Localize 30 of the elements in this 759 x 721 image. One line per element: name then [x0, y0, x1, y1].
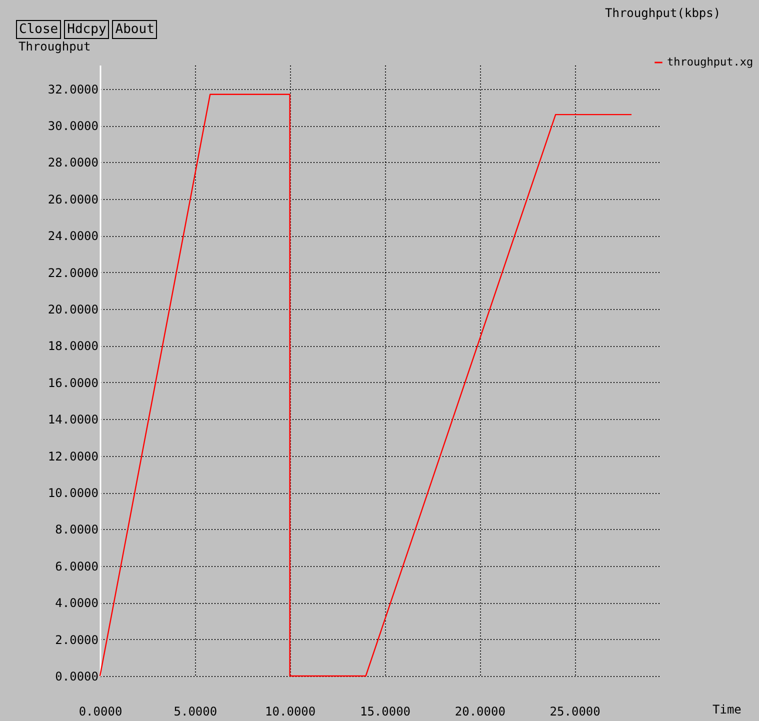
y-tick-label: 24.0000: [48, 229, 98, 244]
x-axis-title: Time: [712, 702, 742, 716]
x-tick-label: 15.0000: [360, 704, 411, 718]
legend-label: throughput.xg: [667, 56, 754, 68]
y-tick-label: 14.0000: [48, 412, 98, 427]
x-tick-label: 0.0000: [78, 704, 122, 718]
y-tick-label: 16.0000: [48, 376, 98, 390]
y-tick-label: 8.0000: [55, 522, 98, 537]
x-tick-label: 20.0000: [454, 704, 506, 718]
x-tick-label: 10.0000: [265, 704, 316, 718]
x-tick-label: 5.0000: [174, 704, 218, 718]
y-tick-label: 26.0000: [48, 192, 98, 206]
x-tick-label: 25.0000: [550, 704, 600, 718]
y-tick-label: 18.0000: [48, 339, 98, 354]
y-tick-label: 4.0000: [55, 596, 98, 610]
y-tick-label: 10.0000: [48, 486, 98, 500]
y-axis-title: Throughput: [18, 40, 91, 54]
y-tick-label: 22.0000: [48, 266, 98, 280]
y-tick-label: 32.0000: [48, 82, 98, 96]
y-tick-label: 6.0000: [55, 559, 98, 574]
chart-title: Throughput(kbps): [605, 6, 721, 20]
y-tick-label: 0.0000: [55, 670, 98, 684]
y-tick-label: 28.0000: [48, 156, 98, 170]
button: Hdcpy: [64, 20, 110, 39]
y-tick-label: 20.0000: [48, 302, 98, 317]
button: Close: [16, 20, 62, 39]
y-tick-label: 30.0000: [48, 119, 98, 134]
y-tick-label: 2.0000: [55, 632, 98, 647]
button: About: [112, 20, 158, 39]
y-tick-label: 12.0000: [48, 449, 98, 464]
